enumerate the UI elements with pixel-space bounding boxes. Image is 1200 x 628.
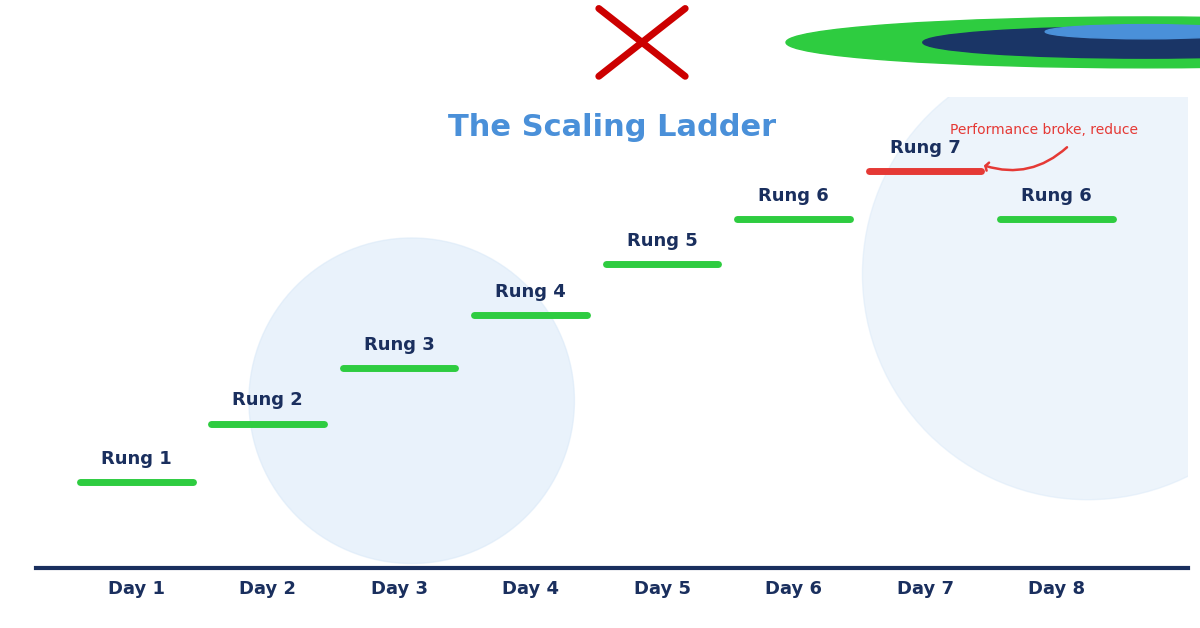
Text: The Scaling Ladder: The Scaling Ladder	[448, 112, 776, 141]
Text: Rung 6: Rung 6	[758, 187, 829, 205]
Circle shape	[786, 17, 1200, 68]
Ellipse shape	[863, 49, 1200, 500]
Text: Day 2: Day 2	[239, 580, 296, 598]
Text: Rung 7: Rung 7	[889, 139, 960, 156]
Text: Rung 4: Rung 4	[496, 283, 566, 301]
Text: Rung 1: Rung 1	[101, 450, 172, 467]
Text: Day 8: Day 8	[1028, 580, 1085, 598]
Text: Rung 2: Rung 2	[233, 391, 304, 409]
Text: Rung 3: Rung 3	[364, 336, 434, 354]
Text: Day 1: Day 1	[108, 580, 164, 598]
Circle shape	[1045, 24, 1200, 39]
Text: Performance broke, reduce: Performance broke, reduce	[950, 123, 1138, 137]
Text: Rung 6: Rung 6	[1021, 187, 1092, 205]
Circle shape	[923, 26, 1200, 58]
Ellipse shape	[248, 238, 575, 563]
Text: Day 4: Day 4	[502, 580, 559, 598]
Text: Day 3: Day 3	[371, 580, 427, 598]
Text: Day 5: Day 5	[634, 580, 690, 598]
Text: Scale To The Moon Math: Scale To The Moon Math	[316, 21, 884, 63]
Text: Rung 5: Rung 5	[626, 232, 697, 250]
Text: Day 6: Day 6	[766, 580, 822, 598]
Text: Day 7: Day 7	[896, 580, 954, 598]
